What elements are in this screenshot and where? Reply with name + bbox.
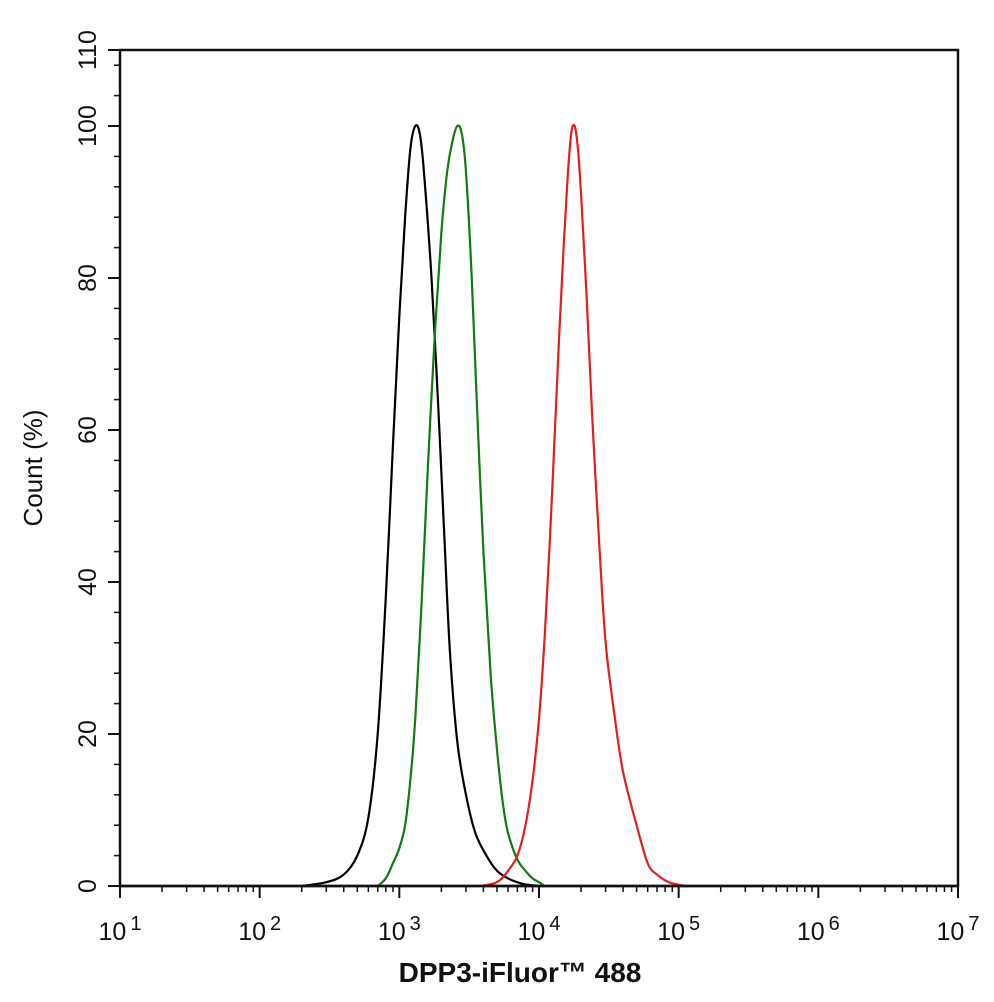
y-tick-label: 0: [74, 879, 102, 893]
y-tick-label: 80: [74, 264, 102, 292]
black-series-line: [301, 123, 540, 888]
x-tick-label: 10 4: [518, 913, 561, 946]
axis-tick-labels: 0 20 40 60 80 100 110 10 1 10 2 10 3 10 4 10 5 10 6 10 7: [74, 30, 979, 946]
green-series-line: [376, 124, 546, 887]
x-tick-label: 10 2: [238, 913, 281, 946]
y-tick-label: 40: [74, 568, 102, 596]
y-axis-title: Count (%): [18, 409, 48, 526]
x-tick-label: 10 7: [937, 913, 980, 946]
histogram-series: [120, 123, 958, 888]
x-tick-label: 10 3: [378, 913, 421, 946]
y-tick-label: 100: [74, 105, 102, 147]
x-axis-title: DPP3-iFluor™ 488: [399, 957, 642, 988]
y-tick-label: 60: [74, 416, 102, 444]
red-series-line: [480, 123, 685, 888]
y-tick-label: 20: [74, 720, 102, 748]
x-tick-label: 10 6: [797, 913, 840, 946]
plot-frame: [118, 48, 960, 888]
x-tick-label: 10 1: [99, 913, 142, 946]
y-tick-label: 110: [74, 30, 102, 70]
x-tick-label: 10 5: [657, 913, 700, 946]
